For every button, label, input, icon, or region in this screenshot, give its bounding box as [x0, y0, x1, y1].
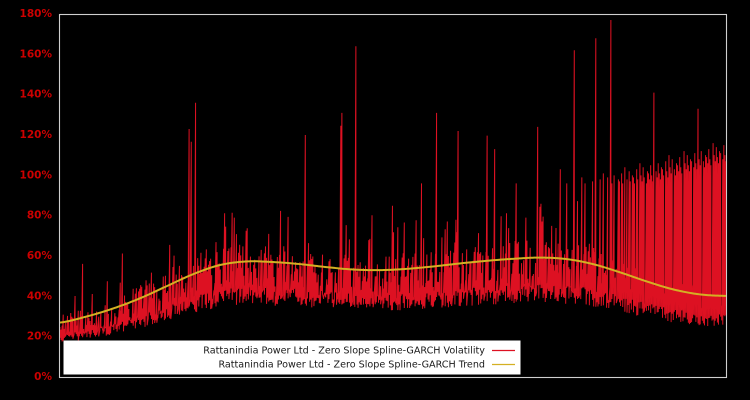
plot-frame [58, 13, 728, 379]
y-axis-tick-label: 180% [20, 8, 53, 20]
y-axis-tick-label: 140% [20, 89, 53, 101]
y-axis-tick-labels: 0% 20% 40% 60% 80% 100% 120% 140% 160% 180% [20, 8, 53, 383]
y-axis-tick-label: 120% [20, 129, 53, 141]
chart-legend: Rattanindia Power Ltd - Zero Slope Splin… [63, 340, 521, 375]
y-axis-tick-label: 80% [27, 210, 53, 222]
legend-label-volatility: Rattanindia Power Ltd - Zero Slope Splin… [203, 346, 485, 357]
volatility-series-line [60, 20, 726, 342]
y-axis-tick-label: 40% [27, 290, 53, 302]
legend-label-trend: Rattanindia Power Ltd - Zero Slope Splin… [218, 360, 485, 371]
y-axis-tick-label: 0% [34, 371, 52, 383]
trend-series-line [60, 256, 726, 324]
y-axis-tick-label: 100% [20, 169, 53, 181]
y-axis-tick-label: 60% [27, 250, 53, 262]
y-axis-tick-label: 160% [20, 48, 53, 60]
y-axis-tick-label: 20% [27, 331, 53, 343]
legend-background [63, 340, 521, 375]
